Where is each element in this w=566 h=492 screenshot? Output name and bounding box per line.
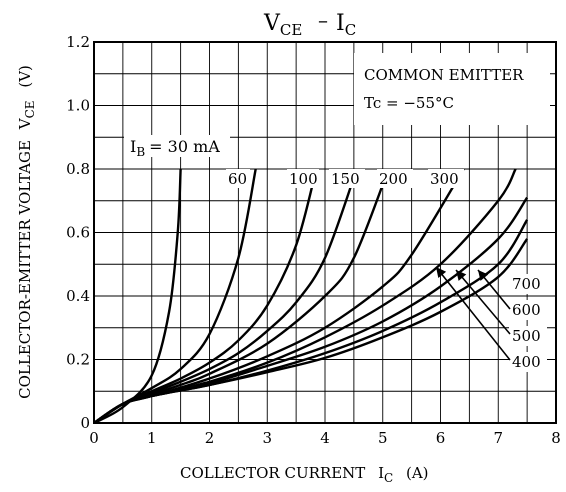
curve-label-bg xyxy=(377,169,413,188)
x-tick-label: 8 xyxy=(551,429,561,447)
curve-label-300: 300 xyxy=(430,170,459,188)
series-line-700 xyxy=(93,238,529,425)
right-label-bg xyxy=(509,300,547,320)
x-tick-label: 7 xyxy=(493,429,503,447)
curve-label-bg xyxy=(226,169,250,188)
y-tick-label: 0.4 xyxy=(66,287,90,305)
svg-text:–: – xyxy=(318,8,328,32)
curve-label-100: 100 xyxy=(289,170,318,188)
right-label-600: 600 xyxy=(512,301,541,319)
right-label-bg xyxy=(509,326,547,346)
plot-frame xyxy=(93,41,557,424)
x-tick-labels: 0 1 2 3 4 5 6 7 8 xyxy=(89,429,561,447)
pointer-arrowhead xyxy=(436,267,447,278)
chart-title: VCE – IC xyxy=(263,8,356,39)
annotation-box: COMMON EMITTER Tc = −55°C xyxy=(354,53,550,125)
y-tick-label: 1.0 xyxy=(66,97,90,115)
y-axis-label: COLLECTOR-EMITTER VOLTAGE VCE (V) xyxy=(16,65,38,399)
annotation-line1: COMMON EMITTER xyxy=(364,66,524,84)
y-tick-label: 0 xyxy=(80,414,90,432)
x-tick-label: 5 xyxy=(378,429,388,447)
y-tick-label: 0.2 xyxy=(66,351,90,369)
svg-text:IB= 30 mA: IB = 30 mA xyxy=(130,137,220,159)
pointer-arrowhead xyxy=(478,270,489,281)
x-tick-label: 2 xyxy=(205,429,215,447)
pointer-arrow xyxy=(435,266,511,361)
curve-label-150: 150 xyxy=(331,170,360,188)
x-tick-label: 0 xyxy=(89,429,99,447)
pointer-arrowhead xyxy=(456,270,467,281)
svg-text:COLLECTOR-EMITTER VOLTAGE: COLLECTOR-EMITTER VOLTAGE VCE (V) xyxy=(16,65,38,399)
curve-label-60: 60 xyxy=(228,170,247,188)
y-tick-labels: 0 0.2 0.4 0.6 0.8 1.0 1.2 xyxy=(66,33,90,432)
curve-label-bg xyxy=(329,169,365,188)
svg-text:VCE: VCE xyxy=(263,11,302,39)
x-tick-label: 4 xyxy=(320,429,330,447)
series-line-30 xyxy=(93,168,182,425)
x-tick-label: 1 xyxy=(147,429,157,447)
right-label-bg xyxy=(509,274,547,294)
svg-text:COLLECTOR CURRENT IC: COLLECTOR CURRENT IC (A) xyxy=(180,464,429,486)
right-label-bg xyxy=(509,352,547,372)
x-tick-label: 3 xyxy=(262,429,272,447)
y-tick-label: 0.6 xyxy=(66,224,90,242)
right-labels: 700 600 500 400 xyxy=(435,266,547,372)
curve-label-bg xyxy=(428,169,464,188)
curve-labels: 60 100 150 200 300 xyxy=(226,169,464,188)
pointer-arrow xyxy=(455,269,511,335)
svg-text:IC: IC xyxy=(336,11,356,39)
y-tick-label: 0.8 xyxy=(66,160,90,178)
right-label-700: 700 xyxy=(512,275,541,293)
right-label-500: 500 xyxy=(512,327,541,345)
curve-label-bg xyxy=(287,169,319,188)
ib-label: IB = 30 mA xyxy=(124,135,230,159)
curves xyxy=(93,168,529,425)
annotation-line2: Tc = −55°C xyxy=(364,94,454,112)
curve-label-200: 200 xyxy=(379,170,408,188)
x-tick-label: 6 xyxy=(436,429,446,447)
y-tick-label: 1.2 xyxy=(66,33,90,51)
x-axis-label: COLLECTOR CURRENT IC (A) xyxy=(180,464,429,486)
right-label-400: 400 xyxy=(512,353,541,371)
